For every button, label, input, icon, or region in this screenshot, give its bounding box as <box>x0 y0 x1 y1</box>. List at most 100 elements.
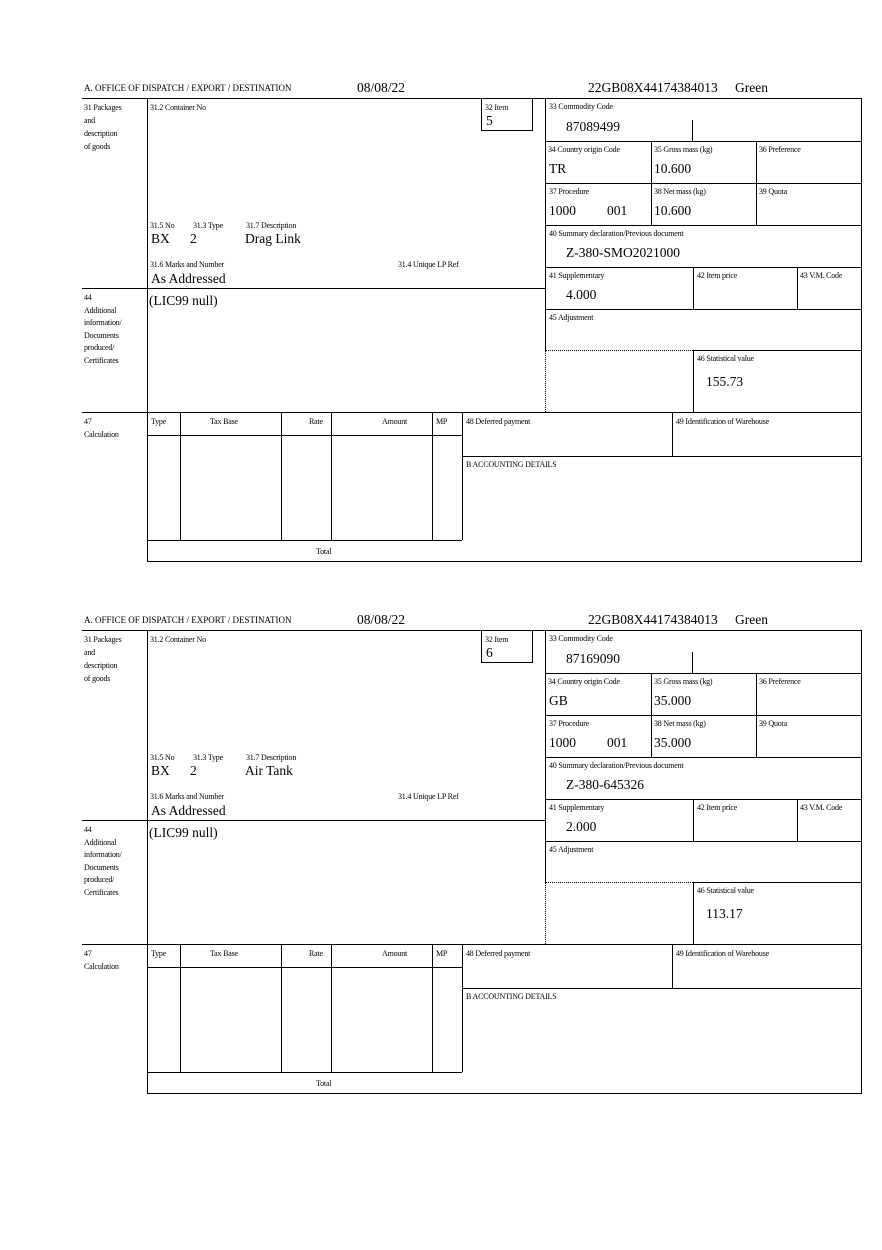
gross-mass-value: 10.600 <box>654 161 692 176</box>
rule <box>672 944 673 988</box>
rule <box>545 715 861 716</box>
statistical-value: 113.17 <box>706 906 743 921</box>
rule <box>147 967 462 968</box>
rule <box>693 882 861 883</box>
rule <box>756 673 757 757</box>
quota-label: 39 Quota <box>759 187 787 196</box>
rule <box>545 267 861 268</box>
calc-col-rate: Rate <box>309 949 323 958</box>
packages-label: and <box>84 648 95 657</box>
supplementary-value: 2.000 <box>566 819 597 834</box>
rule <box>861 630 862 1093</box>
rule <box>693 799 694 841</box>
net-mass-value: 35.000 <box>654 735 692 750</box>
procedure-label: 37 Procedure <box>549 187 590 196</box>
marks-value: As Addressed <box>151 271 226 286</box>
calculation-label: Calculation <box>84 962 119 971</box>
packages-label: 31 Packages <box>84 635 122 644</box>
accounting-label: B ACCOUNTING DETAILS <box>466 460 557 469</box>
summary-decl-value: Z-380-SMO2021000 <box>566 245 680 260</box>
calc-col-mp: MP <box>436 417 448 426</box>
rule <box>82 630 862 631</box>
rule <box>651 673 652 757</box>
rule <box>651 141 652 225</box>
calc-col-type: Type <box>151 417 167 426</box>
container-no-label: 31.2 Container No <box>150 635 206 644</box>
rule <box>797 267 798 309</box>
deferred-payment-label: 48 Deferred payment <box>466 417 531 426</box>
gross-mass-label: 35 Gross mass (kg) <box>654 677 713 686</box>
packages-label: and <box>84 116 95 125</box>
calc-col-type: Type <box>151 949 167 958</box>
pkg-no-value: BX <box>151 763 170 778</box>
date-value: 08/08/22 <box>357 612 406 627</box>
vm-code-label: 43 V.M. Code <box>800 271 843 280</box>
rule <box>462 988 861 989</box>
rule <box>481 130 533 131</box>
pkg-type-label: 31.3 Type <box>193 221 223 230</box>
additional-info-label: 44 <box>84 825 92 834</box>
warehouse-label: 49 Identification of Warehouse <box>676 417 769 426</box>
rule <box>545 799 861 800</box>
rule <box>82 820 545 821</box>
additional-info-value: (LIC99 null) <box>149 293 218 308</box>
rule <box>545 98 546 350</box>
supplementary-value: 4.000 <box>566 287 597 302</box>
rule <box>147 435 462 436</box>
packages-label: of goods <box>84 142 111 151</box>
office-label: A. OFFICE OF DISPATCH / EXPORT / DESTINA… <box>84 83 292 93</box>
statistical-value-label: 46 Statistical value <box>697 886 754 895</box>
calc-col-amount: Amount <box>382 417 408 426</box>
route-value: Green <box>735 612 768 627</box>
procedure-label: 37 Procedure <box>549 719 590 728</box>
summary-decl-label: 40 Summary declaration/Previous document <box>549 761 684 770</box>
warehouse-label: 49 Identification of Warehouse <box>676 949 769 958</box>
commodity-code-value: 87089499 <box>566 119 620 134</box>
adjustment-label: 45 Adjustment <box>549 313 594 322</box>
commodity-code-label: 33 Commodity Code <box>549 102 613 111</box>
pkg-type-label: 31.3 Type <box>193 753 223 762</box>
item-price-label: 42 Item price <box>697 803 738 812</box>
reference-value: 22GB08X44174384013 <box>588 612 718 627</box>
rule <box>692 120 693 141</box>
pkg-desc-label: 31.7 Description <box>246 753 297 762</box>
rule <box>692 652 693 673</box>
quota-label: 39 Quota <box>759 719 787 728</box>
pkg-desc-value: Drag Link <box>245 231 301 246</box>
procedure-value: 1000 <box>549 203 576 218</box>
rule <box>82 288 545 289</box>
rule <box>545 350 693 351</box>
item-value: 5 <box>486 113 493 128</box>
rule <box>180 944 181 1072</box>
procedure-add-value: 001 <box>607 203 628 218</box>
additional-info-label: Documents <box>84 862 119 872</box>
rule <box>462 456 861 457</box>
rule <box>147 630 148 1093</box>
calc-col-tax-base: Tax Base <box>210 417 238 426</box>
rule <box>545 630 546 882</box>
pkg-no-value: BX <box>151 231 170 246</box>
rule <box>532 98 533 131</box>
rule <box>545 141 861 142</box>
calculation-label: Calculation <box>84 430 119 439</box>
pkg-type-value: 2 <box>190 231 197 246</box>
rule <box>281 944 282 1072</box>
calc-col-tax-base: Tax Base <box>210 949 238 958</box>
rule <box>281 412 282 540</box>
statistical-value-label: 46 Statistical value <box>697 354 754 363</box>
date-value: 08/08/22 <box>357 80 406 95</box>
item-value: 6 <box>486 645 493 660</box>
rule <box>432 944 433 1072</box>
rule <box>82 98 862 99</box>
country-origin-value: GB <box>549 693 568 708</box>
country-origin-value: TR <box>549 161 567 176</box>
calc-col-mp: MP <box>436 949 448 958</box>
rule <box>672 412 673 456</box>
rule <box>462 412 463 540</box>
declaration-form-1: A. OFFICE OF DISPATCH / EXPORT / DESTINA… <box>0 80 882 570</box>
route-value: Green <box>735 80 768 95</box>
rule <box>797 799 798 841</box>
gross-mass-value: 35.000 <box>654 693 692 708</box>
rule <box>756 141 757 225</box>
